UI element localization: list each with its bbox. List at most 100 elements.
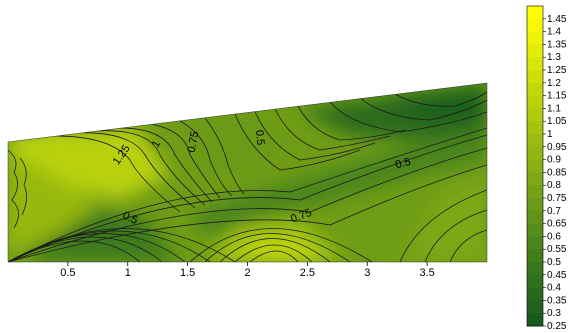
colorbar-swatch bbox=[527, 274, 543, 289]
contour-line bbox=[424, 209, 487, 262]
contour-line bbox=[394, 91, 487, 107]
colorbar-label: 0.45 bbox=[547, 270, 567, 281]
colorbar-swatch bbox=[527, 172, 543, 186]
colorbar-swatch bbox=[527, 300, 543, 314]
field-region-top-right-core bbox=[380, 86, 487, 122]
contour-line bbox=[249, 250, 299, 262]
contour-line bbox=[49, 135, 181, 213]
contour-line bbox=[94, 130, 206, 206]
domain-outline bbox=[7, 82, 488, 263]
contour-label: 0.5 bbox=[121, 210, 140, 227]
contour-line bbox=[359, 97, 487, 121]
contour-line bbox=[449, 229, 487, 262]
colorbar-label: 0.85 bbox=[547, 167, 567, 178]
contour-line bbox=[274, 108, 391, 151]
contour-label: 0.75 bbox=[186, 130, 202, 153]
colorbar-swatch bbox=[527, 108, 543, 122]
colorbar-label: 0.3 bbox=[547, 308, 561, 319]
colorbar-label: 1.45 bbox=[547, 14, 567, 25]
contour-line bbox=[254, 111, 376, 161]
contour-line bbox=[234, 113, 361, 171]
colorbar-label: 0.55 bbox=[547, 244, 567, 255]
colorbar-label: 1 bbox=[547, 129, 553, 140]
colorbar-swatch bbox=[527, 95, 543, 109]
contour-field bbox=[8, 83, 487, 262]
contour-label: 0.5 bbox=[394, 156, 412, 172]
x-axis: 0.5 1 1.5 2 2.5 3 3.5 bbox=[60, 262, 435, 279]
field-region-diagonal bbox=[190, 125, 487, 235]
field-region-bottom-mid bbox=[205, 222, 345, 262]
colorbar-swatch bbox=[527, 146, 543, 161]
colorbar-label: 0.9 bbox=[547, 155, 561, 166]
contour-line bbox=[8, 147, 487, 262]
contour-line bbox=[8, 127, 487, 262]
colorbar-label: 0.75 bbox=[547, 193, 567, 204]
colorbar-swatch bbox=[527, 185, 543, 199]
colorbar-swatch bbox=[527, 262, 543, 276]
colorbar: 1.45 1.41.35 1.3 1.25 1.2 1.151.1 1.05 1 0.95 0.9… bbox=[526, 5, 567, 332]
colorbar-label: 0.6 bbox=[547, 231, 561, 242]
contour-line bbox=[179, 120, 233, 197]
contour-line bbox=[219, 238, 331, 262]
colorbar-swatch bbox=[527, 249, 543, 263]
colorbar-swatch bbox=[527, 236, 543, 250]
colorbar-label: 0.95 bbox=[547, 142, 567, 153]
contour-line bbox=[297, 105, 406, 141]
x-tick-label: 2 bbox=[244, 267, 250, 279]
contour-line bbox=[69, 132, 196, 209]
colorbar-label: 1.2 bbox=[547, 78, 561, 89]
colorbar-label: 1.35 bbox=[547, 39, 567, 50]
colorbar-label: 1.4 bbox=[547, 27, 561, 38]
colorbar-swatch bbox=[527, 44, 543, 58]
x-tick-label: 2.5 bbox=[300, 267, 315, 279]
colorbar-swatch bbox=[527, 70, 543, 84]
contour-line bbox=[204, 117, 245, 195]
field-region-mid-upper bbox=[180, 112, 290, 175]
colorbar-swatch bbox=[527, 82, 543, 97]
contour-line bbox=[204, 233, 351, 262]
contour-line bbox=[149, 123, 221, 199]
field-region-right-lower bbox=[400, 175, 487, 262]
contour-lines bbox=[8, 91, 487, 262]
contour-line bbox=[189, 228, 373, 262]
contour-line bbox=[399, 189, 487, 262]
contour-line bbox=[119, 127, 213, 203]
colorbar-label: 1.05 bbox=[547, 116, 567, 127]
colorbar-label: 0.4 bbox=[547, 283, 561, 294]
colorbar-label: 0.65 bbox=[547, 219, 567, 230]
colorbar-label: 0.8 bbox=[547, 180, 561, 191]
colorbar-swatch bbox=[527, 134, 543, 148]
colorbar-swatch bbox=[527, 198, 543, 212]
colorbar-label: 1.3 bbox=[547, 52, 561, 63]
x-tick-label: 1.5 bbox=[180, 267, 195, 279]
colorbar-swatch bbox=[527, 223, 543, 237]
colorbar-swatch bbox=[527, 159, 543, 173]
x-tick-label: 3 bbox=[364, 267, 370, 279]
contour-line bbox=[8, 134, 487, 262]
colorbar-swatch bbox=[527, 18, 543, 33]
contour-line bbox=[329, 101, 487, 133]
colorbar-swatch bbox=[527, 210, 543, 225]
colorbar-swatch bbox=[527, 57, 543, 71]
plot-area: 1.25 1 0.75 0.50.50.750.5 0.5 1 1.5 2 2.5 3 3.5 bbox=[7, 82, 488, 279]
colorbar-swatch bbox=[527, 313, 543, 327]
colorbar-label: 0.5 bbox=[547, 257, 561, 268]
colorbar-label: 1.15 bbox=[547, 91, 567, 102]
colorbar-frame bbox=[526, 5, 544, 327]
contour-line bbox=[8, 164, 487, 262]
colorbar-label: 0.35 bbox=[547, 295, 567, 306]
contour-label: 1 bbox=[150, 138, 163, 149]
colorbar-label: 0.7 bbox=[547, 206, 561, 217]
contour-line bbox=[19, 157, 27, 216]
colorbar-label: 1.25 bbox=[547, 65, 567, 76]
contour-line bbox=[8, 149, 19, 229]
colorbar-swatch bbox=[527, 6, 543, 20]
contour-line bbox=[234, 244, 313, 262]
field-region-left bbox=[8, 150, 100, 255]
colorbar-swatch bbox=[527, 121, 543, 135]
colorbar-label: 0.25 bbox=[547, 321, 567, 332]
x-tick-label: 0.5 bbox=[60, 267, 75, 279]
contour-label: 0.5 bbox=[253, 129, 266, 145]
x-tick-label: 1 bbox=[125, 267, 131, 279]
